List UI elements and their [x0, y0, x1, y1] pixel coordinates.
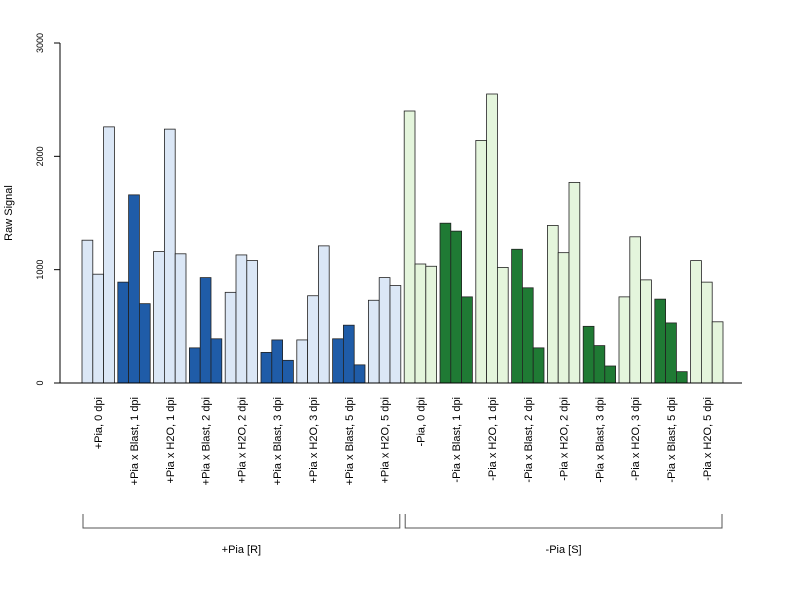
category-label: +Pia x Blast, 2 dpi [201, 397, 213, 485]
category-label: +Pia x H2O, 1 dpi [165, 397, 177, 484]
bar [425, 265, 437, 384]
bar [317, 245, 330, 384]
y-tick-label: 0 [35, 380, 45, 385]
bar [342, 324, 355, 384]
category-label: -Pia x Blast, 2 dpi [523, 397, 535, 483]
group-brackets-layer: +Pia [R] -Pia [S] [82, 514, 723, 556]
category-label: -Pia x Blast, 1 dpi [451, 397, 463, 483]
y-tick-label: 2000 [35, 146, 45, 166]
bar [163, 128, 176, 384]
bar [128, 194, 140, 384]
bar [224, 291, 237, 384]
group-bracket [404, 514, 723, 529]
axes-layer [59, 43, 742, 384]
bar [654, 298, 666, 384]
bar [496, 266, 509, 384]
y-ticks-layer: 0 1000 2000 3000 [35, 33, 60, 386]
bar [367, 299, 380, 384]
bar [92, 273, 105, 384]
category-label: -Pia x H2O, 3 dpi [630, 397, 642, 481]
bar [353, 364, 366, 384]
bar [188, 347, 201, 384]
bar [307, 295, 319, 384]
bar [665, 322, 677, 384]
bar [199, 277, 212, 384]
bar [81, 239, 94, 384]
bar [522, 287, 534, 384]
bar [378, 277, 391, 384]
bar [117, 281, 130, 384]
bar [475, 140, 487, 384]
bar [511, 248, 523, 384]
category-label: +Pia x H2O, 5 dpi [380, 397, 392, 484]
bar [389, 285, 402, 384]
bar [568, 181, 581, 384]
bar [593, 345, 606, 384]
category-label: +Pia x Blast, 1 dpi [129, 397, 141, 485]
bar [138, 303, 151, 384]
bar [235, 254, 248, 384]
bar [450, 230, 462, 384]
bar [439, 222, 452, 384]
bar [618, 296, 631, 384]
y-axis-title: Raw Signal [3, 185, 15, 241]
category-label: -Pia x H2O, 2 dpi [559, 397, 571, 481]
category-label: -Pia x Blast, 5 dpi [666, 397, 678, 483]
bar [403, 110, 416, 384]
group-label: +Pia [R] [222, 544, 261, 556]
bar [486, 93, 498, 384]
bar [103, 126, 115, 384]
bar [547, 225, 559, 384]
group-label: -Pia [S] [546, 544, 582, 556]
group-bracket [82, 514, 401, 529]
category-label: +Pia x H2O, 2 dpi [236, 397, 248, 484]
y-tick-label: 3000 [35, 33, 45, 53]
bar [153, 251, 165, 384]
bar [532, 347, 545, 384]
bar [701, 281, 713, 384]
category-label: +Pia x Blast, 3 dpi [272, 397, 284, 485]
category-label: +Pia x Blast, 5 dpi [344, 397, 356, 485]
category-label: -Pia x H2O, 5 dpi [702, 397, 714, 481]
category-labels-layer: +Pia, 0 dpi +Pia x Blast, 1 dpi +Pia x H2O… [93, 397, 714, 485]
bar [676, 371, 688, 384]
category-label: +Pia x H2O, 3 dpi [308, 397, 320, 484]
category-label: -Pia, 0 dpi [415, 397, 427, 447]
bar [461, 296, 473, 384]
bar [332, 338, 344, 384]
bar [271, 339, 283, 384]
category-label: +Pia, 0 dpi [93, 397, 105, 449]
category-label: -Pia x H2O, 1 dpi [487, 397, 499, 481]
bar [690, 260, 702, 384]
bar [640, 279, 652, 384]
bar [260, 351, 273, 384]
bar [414, 263, 427, 384]
bars-layer [81, 93, 724, 384]
bar [174, 253, 187, 384]
bar [557, 252, 570, 384]
y-tick-label: 1000 [35, 260, 45, 280]
category-label: -Pia x Blast, 3 dpi [594, 397, 606, 483]
bar [296, 339, 308, 384]
bar [246, 260, 259, 384]
bar [629, 236, 641, 384]
bar [582, 325, 595, 384]
bar [282, 359, 294, 384]
bar [711, 321, 724, 384]
bar [210, 338, 223, 384]
bar [604, 365, 616, 384]
